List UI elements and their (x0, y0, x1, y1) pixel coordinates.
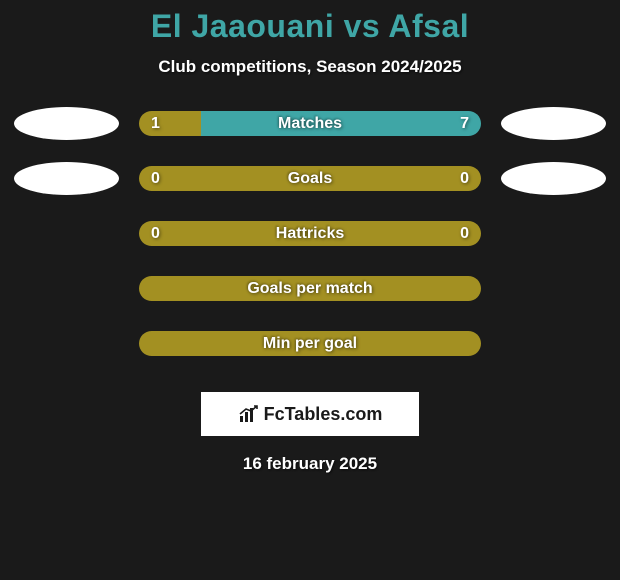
spacer (14, 327, 119, 360)
date-text: 16 february 2025 (0, 454, 620, 474)
stat-row: Min per goal (14, 327, 606, 360)
stat-value-right: 0 (460, 225, 469, 243)
subtitle: Club competitions, Season 2024/2025 (0, 57, 620, 77)
stat-value-left: 0 (151, 225, 160, 243)
stat-value-left: 1 (151, 115, 160, 133)
spacer (14, 272, 119, 305)
spacer (501, 327, 606, 360)
stat-bar: Matches 1 7 (139, 111, 481, 136)
stat-row: Goals per match (14, 272, 606, 305)
stat-bars: Matches 1 7 Goals 0 0 Hattricks 0 0 Goals per mat… (0, 107, 620, 382)
stat-label: Goals (288, 170, 332, 188)
stat-row: Matches 1 7 (14, 107, 606, 140)
stat-bar: Goals per match (139, 276, 481, 301)
spacer (501, 217, 606, 250)
bar-segment-left (139, 111, 201, 136)
stat-value-left: 0 (151, 170, 160, 188)
stat-row: Goals 0 0 (14, 162, 606, 195)
stat-bar: Hattricks 0 0 (139, 221, 481, 246)
stat-label: Matches (278, 115, 342, 133)
page-title: El Jaaouani vs Afsal (0, 8, 620, 45)
spacer (14, 217, 119, 250)
player-marker-right (501, 162, 606, 195)
brand-text: FcTables.com (264, 404, 383, 425)
stat-label: Hattricks (276, 225, 344, 243)
spacer (501, 272, 606, 305)
stat-label: Min per goal (263, 335, 357, 353)
comparison-infographic: El Jaaouani vs Afsal Club competitions, … (0, 0, 620, 474)
stat-value-right: 7 (460, 115, 469, 133)
player-marker-right (501, 107, 606, 140)
stat-value-right: 0 (460, 170, 469, 188)
stat-bar: Goals 0 0 (139, 166, 481, 191)
player-marker-left (14, 162, 119, 195)
brand-badge: FcTables.com (201, 392, 419, 436)
stat-label: Goals per match (247, 280, 372, 298)
chart-icon (238, 404, 260, 424)
player-marker-left (14, 107, 119, 140)
stat-bar: Min per goal (139, 331, 481, 356)
stat-row: Hattricks 0 0 (14, 217, 606, 250)
